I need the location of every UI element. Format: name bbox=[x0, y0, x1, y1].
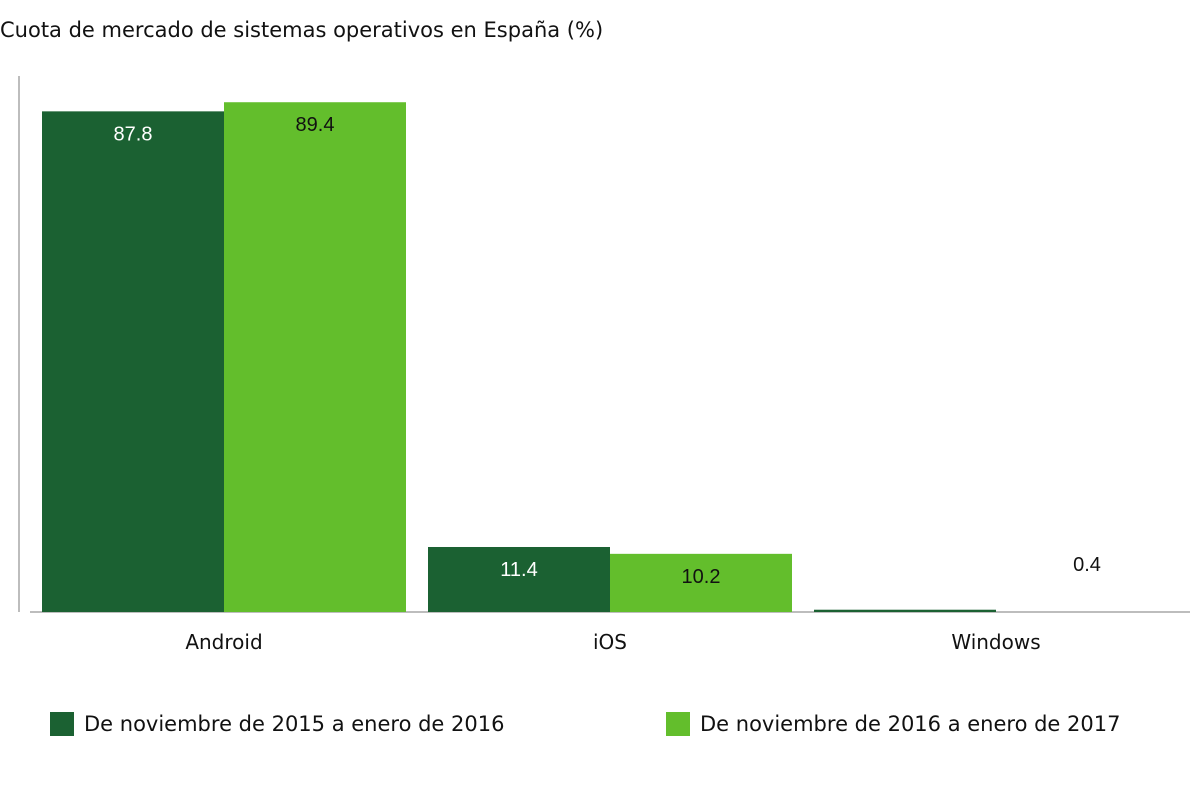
data-label-windows-series-2: 0.4 bbox=[1073, 554, 1101, 576]
data-label-ios-series-2: 10.2 bbox=[682, 566, 721, 588]
chart-title: Cuota de mercado de sistemas operativos … bbox=[0, 18, 604, 42]
legend-swatch-series-2 bbox=[666, 712, 690, 736]
legend-label-series-2: De noviembre de 2016 a enero de 2017 bbox=[700, 712, 1121, 736]
bar-ios-series-2 bbox=[610, 553, 792, 612]
bar-android-series-1 bbox=[42, 111, 224, 612]
data-label-android-series-2: 89.4 bbox=[296, 114, 335, 136]
x-tick-label-android: Android bbox=[185, 630, 262, 654]
x-tick-label-windows: Windows bbox=[951, 630, 1040, 654]
legend-item-series-2: De noviembre de 2016 a enero de 2017 bbox=[666, 712, 1120, 736]
bar-windows-series-1 bbox=[814, 609, 996, 612]
data-label-android-series-1: 87.8 bbox=[114, 123, 153, 145]
data-label-ios-series-1: 11.4 bbox=[500, 559, 537, 581]
bar-ios-series-1 bbox=[428, 546, 610, 612]
bar-android-series-2 bbox=[224, 102, 406, 612]
legend-item-series-1: De noviembre de 2015 a enero de 2016 bbox=[50, 712, 504, 736]
legend-label-series-1: De noviembre de 2015 a enero de 2016 bbox=[84, 712, 505, 736]
legend-swatch-series-1 bbox=[50, 712, 74, 736]
x-tick-label-ios: iOS bbox=[593, 630, 627, 654]
